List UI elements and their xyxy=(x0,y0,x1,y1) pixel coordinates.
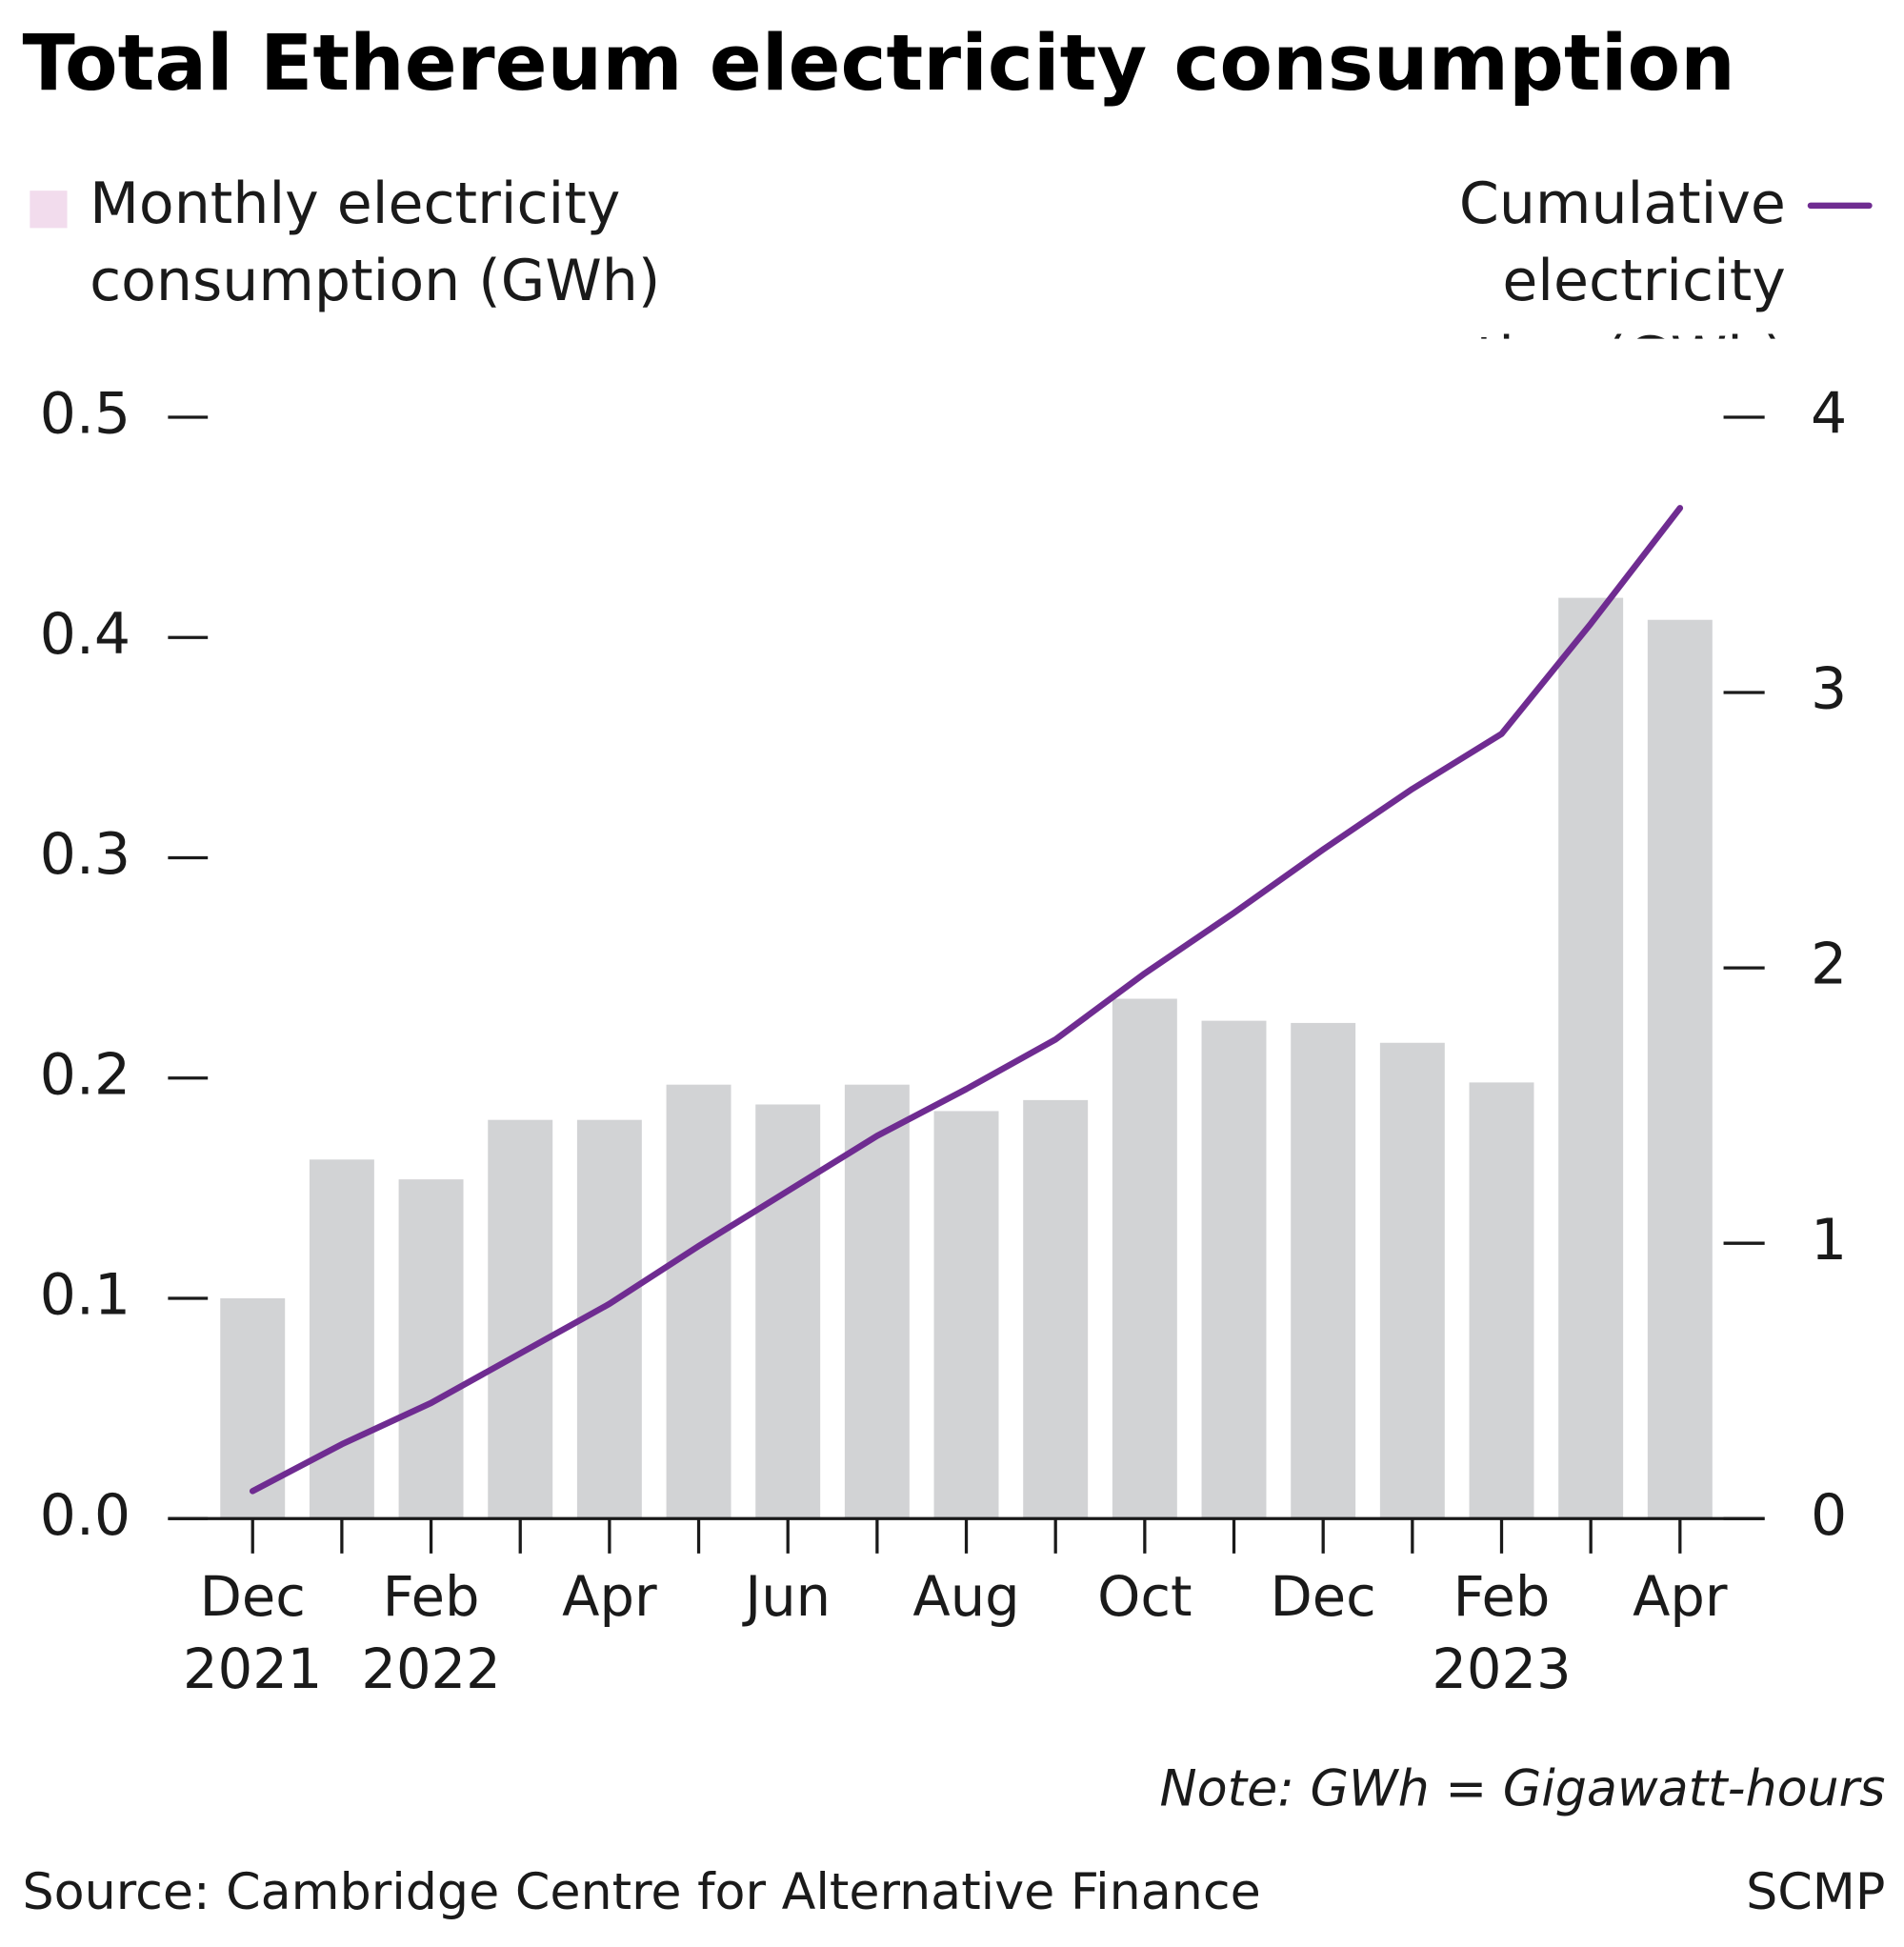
x-tick-label: Feb 2022 xyxy=(361,1565,501,1702)
x-tick-label: Dec 2021 xyxy=(183,1565,323,1702)
x-tick-label: Feb 2023 xyxy=(1432,1565,1572,1702)
bar xyxy=(1291,1022,1356,1519)
y-tick-label: 0.0 xyxy=(40,1482,131,1549)
y2-tick-label: 1 xyxy=(1811,1207,1847,1274)
credit: SCMP xyxy=(1746,1863,1885,1921)
bar xyxy=(309,1159,374,1519)
bar xyxy=(488,1119,553,1519)
legend-label: Monthly electricity consumption (GWh) xyxy=(90,169,661,314)
x-tick-label-box: Dec xyxy=(1270,1565,1376,1630)
bar xyxy=(1558,597,1624,1519)
y-tick-label: 0.2 xyxy=(40,1041,131,1108)
x-tick-label-box: Apr xyxy=(562,1565,657,1630)
bar xyxy=(1469,1082,1534,1519)
x-tick-label: Dec xyxy=(1270,1565,1376,1630)
y-tick-label: 0.3 xyxy=(40,821,131,888)
x-tick-label-box: Feb 2022 xyxy=(361,1565,501,1702)
legend-label-box: Cumulative electricity consumption (GWh) xyxy=(1215,169,1786,339)
bar xyxy=(1647,619,1713,1519)
x-tick-label-box: Dec 2021 xyxy=(183,1565,323,1702)
source: Source: Cambridge Centre for Alternative… xyxy=(23,1863,1261,1921)
bar xyxy=(755,1104,821,1519)
x-tick-label: Apr xyxy=(562,1565,657,1630)
legend-label-box: Monthly electricity consumption (GWh) xyxy=(90,169,661,314)
line xyxy=(249,505,1684,1495)
y2-tick-label: 0 xyxy=(1811,1482,1847,1549)
bar xyxy=(933,1111,999,1519)
chart-title: Total Ethereum electricity consumption xyxy=(23,19,1735,109)
x-tick-label: Aug xyxy=(912,1565,1020,1630)
x-tick-label: Oct xyxy=(1097,1565,1193,1630)
y2-tick-label: 2 xyxy=(1811,932,1847,998)
x-tick-label: Jun xyxy=(745,1565,832,1630)
bar xyxy=(1201,1020,1267,1519)
bar xyxy=(1379,1042,1445,1519)
x-tick-label: Apr xyxy=(1633,1565,1728,1630)
bar xyxy=(220,1298,286,1519)
y-tick-label: 0.4 xyxy=(40,601,131,668)
x-tick-label-box: Oct xyxy=(1097,1565,1193,1630)
legend-swatch xyxy=(30,191,68,229)
x-tick-label-box: Jun xyxy=(745,1565,832,1630)
x-tick-label-box: Apr xyxy=(1633,1565,1728,1630)
bar xyxy=(1023,1099,1089,1519)
x-tick-label-box: Feb 2023 xyxy=(1432,1565,1572,1702)
legend-label: Cumulative electricity consumption (GWh) xyxy=(1215,169,1786,339)
bar xyxy=(666,1084,732,1519)
y2-tick-label: 4 xyxy=(1811,381,1847,448)
y-tick-label: 0.1 xyxy=(40,1262,131,1329)
x-tick-label-box: Aug xyxy=(912,1565,1020,1630)
note: Note: GWh = Gigawatt-hours xyxy=(1160,1760,1886,1818)
y-tick-label: 0.5 xyxy=(40,381,131,448)
bar xyxy=(844,1084,910,1519)
y2-tick-label: 3 xyxy=(1811,656,1847,723)
bar xyxy=(1112,998,1177,1519)
bar xyxy=(398,1179,464,1519)
